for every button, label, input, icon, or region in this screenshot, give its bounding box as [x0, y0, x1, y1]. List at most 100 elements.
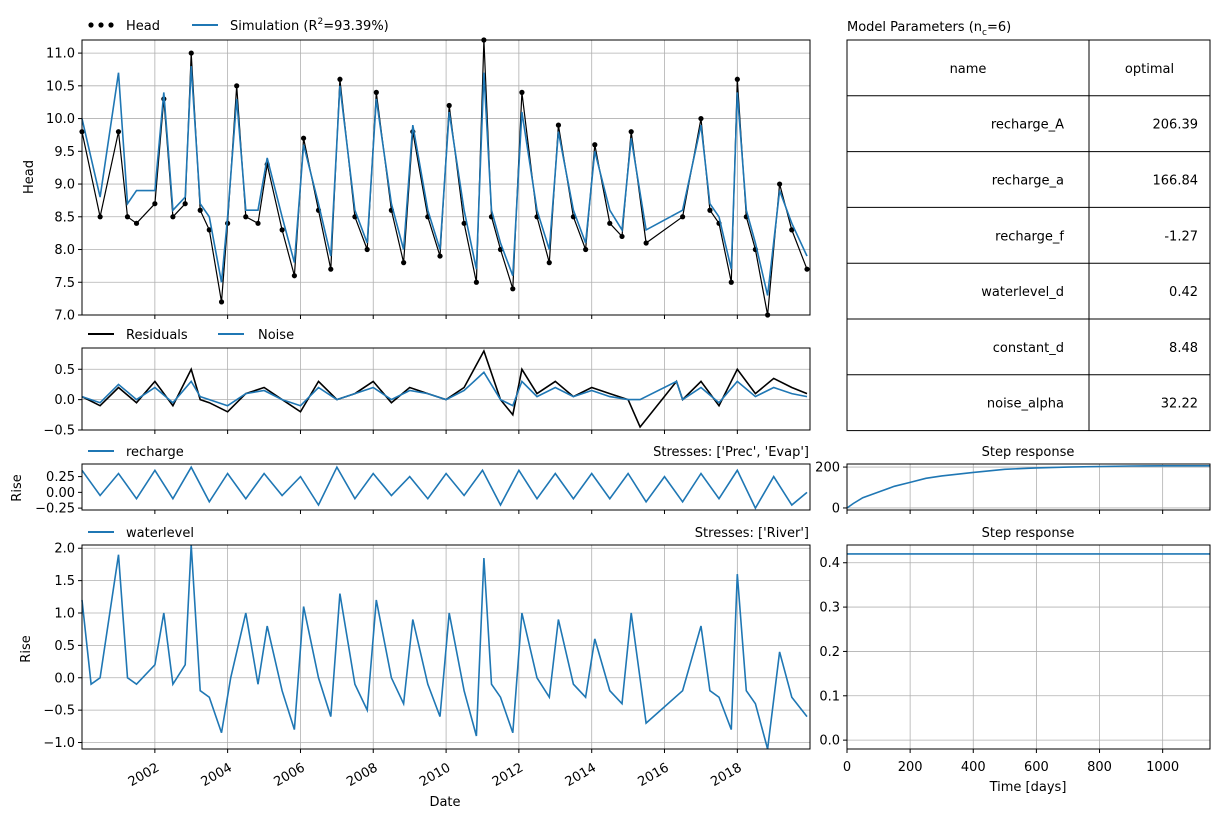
waterlevel-ylabel: Rise: [19, 635, 34, 662]
head-observation-point: [707, 207, 713, 213]
table-cell-name: recharge_f: [995, 229, 1064, 244]
recharge-ytick-label: 0.00: [46, 486, 75, 501]
waterlevel-xtick-label: 2014: [563, 760, 599, 790]
waterlevel-yticks: −1.0 −0.5 0.0 0.5 1.0 1.5 2.0: [43, 542, 82, 751]
step-response-waterlevel-ytick-label: 0.4: [819, 556, 840, 571]
step-response-waterlevel-ytick-label: 0.0: [819, 734, 840, 749]
recharge-line: [81, 465, 808, 510]
time-xlabel: Time [days]: [989, 780, 1067, 795]
legend-head-marker: [88, 22, 114, 28]
head-observation-point: [592, 142, 598, 148]
step-response-waterlevel-ytick-label: 0.3: [819, 601, 840, 616]
table-cell-optimal: 206.39: [1153, 118, 1199, 133]
head-observation-point: [401, 260, 407, 266]
head-ylabel: Head: [22, 160, 37, 194]
head-observation-point: [510, 286, 516, 292]
step-response-recharge-panel: 0 200 Step response: [815, 445, 1211, 516]
waterlevel-panel: −1.0 −0.5 0.0 0.5 1.0 1.5 2.0 2002 2004 2006 2008…: [19, 542, 811, 810]
recharge-yticks: −0.250.000.25: [35, 470, 82, 517]
head-ytick-label: 9.0: [54, 178, 75, 193]
head-observation-point: [643, 240, 649, 246]
table-cell-name: waterlevel_d: [981, 285, 1064, 300]
legend-waterlevel-label: waterlevel: [126, 526, 194, 541]
recharge-ytick-label: 0.25: [46, 470, 75, 485]
residuals-ytick-label: 0.0: [54, 393, 75, 408]
step-response-recharge-xticks: [846, 510, 1164, 514]
recharge-panel: −0.250.000.25 Rise: [10, 463, 811, 517]
legend-noise-label: Noise: [258, 328, 294, 343]
head-observation-point: [243, 214, 249, 220]
head-observation-point: [291, 273, 297, 279]
waterlevel-xticks: 2002 2004 2006 2008 2010 2012 2014 2016 2018: [126, 749, 745, 790]
step-response-waterlevel-title: Step response: [982, 526, 1075, 541]
head-observation-point: [437, 253, 443, 259]
head-observation-point: [698, 115, 704, 122]
head-yticks: 7.0 7.5 8.0 8.5 9.0 9.5 10.0 10.5 11.0: [46, 47, 82, 324]
waterlevel-xtick-label: 2016: [636, 760, 672, 790]
head-observation-point: [97, 214, 103, 220]
legend-head-label: Head: [126, 19, 160, 34]
waterlevel-ytick-label: 1.0: [54, 607, 75, 622]
head-ytick-label: 11.0: [46, 47, 75, 62]
waterlevel-ytick-label: −0.5: [43, 704, 75, 719]
step-response-recharge-line: [846, 464, 1210, 509]
head-observation-point: [519, 89, 525, 95]
recharge-stresses-label: Stresses: ['Prec', 'Evap']: [653, 445, 809, 460]
head-observation-point: [182, 201, 188, 207]
head-observation-point: [364, 246, 370, 253]
step-response-recharge-ytick-label: 0: [832, 501, 840, 516]
residuals-grid: [82, 348, 810, 431]
legend-residuals-label: Residuals: [126, 328, 188, 343]
waterlevel-ytick-label: −1.0: [43, 736, 75, 751]
residuals-xticks: [154, 430, 738, 434]
head-ytick-label: 7.5: [54, 276, 75, 291]
waterlevel-stresses-label: Stresses: ['River']: [695, 526, 809, 541]
waterlevel-line: [81, 544, 808, 750]
step-response-recharge-yticks: 0 200: [815, 461, 847, 516]
head-observation-point: [446, 102, 452, 109]
waterlevel-ytick-label: 0.5: [54, 639, 75, 654]
head-observation-point: [188, 50, 194, 56]
head-xticks: [154, 315, 738, 319]
legend-recharge-label: recharge: [126, 445, 184, 460]
head-observation-point: [373, 89, 379, 95]
head-ytick-label: 10.0: [46, 112, 75, 127]
head-observation-point: [555, 122, 562, 128]
table-cell-name: constant_d: [993, 341, 1064, 356]
head-legend: Head Simulation (R2=93.39%): [88, 17, 389, 34]
step-response-waterlevel-frame: [846, 544, 1211, 750]
head-observation-point: [124, 214, 131, 220]
head-observation-point: [461, 220, 467, 226]
step-response-waterlevel-ytick-label: 0.1: [819, 689, 840, 704]
head-ytick-label: 8.0: [54, 243, 75, 258]
step-response-recharge-ytick-label: 200: [815, 461, 840, 476]
residuals-legend: Residuals Noise: [88, 328, 294, 343]
head-observation-point: [170, 214, 176, 220]
recharge-ylabel: Rise: [10, 474, 25, 501]
table-header-name: name: [950, 62, 987, 77]
parameters-table: name optimal recharge_A 206.39 recharge_a 166…: [846, 39, 1211, 432]
waterlevel-xtick-label: 2004: [199, 760, 235, 790]
head-panel: 7.0 7.5 8.0 8.5 9.0 9.5 10.0 10.5 11.0 Head: [22, 37, 811, 324]
head-observation-point: [728, 279, 734, 285]
head-observation-point: [234, 83, 240, 89]
step-response-waterlevel-xtick-label: 1000: [1146, 760, 1179, 775]
table-header-optimal: optimal: [1125, 62, 1174, 77]
step-response-waterlevel-xtick-label: 800: [1087, 760, 1112, 775]
step-response-recharge-grid: [846, 464, 1210, 510]
head-observation-point: [206, 227, 212, 233]
recharge-xticks: [154, 510, 738, 514]
legend-simulation-label: Simulation (R2=93.39%): [230, 17, 389, 34]
parameters-title: Model Parameters (nc=6): [847, 20, 1011, 38]
recharge-ytick-label: −0.25: [35, 502, 75, 517]
table-cell-optimal: 0.42: [1169, 285, 1198, 300]
waterlevel-xtick-label: 2002: [126, 760, 162, 790]
table-frame: [846, 39, 1211, 432]
step-response-waterlevel-xtick-label: 0: [843, 760, 851, 775]
step-response-recharge-frame: [846, 463, 1211, 511]
recharge-legend: recharge: [88, 445, 184, 460]
waterlevel-xtick-label: 2008: [344, 760, 380, 790]
head-observation-point: [607, 220, 613, 226]
head-observation-point: [628, 129, 634, 135]
head-observation-point: [255, 220, 261, 226]
